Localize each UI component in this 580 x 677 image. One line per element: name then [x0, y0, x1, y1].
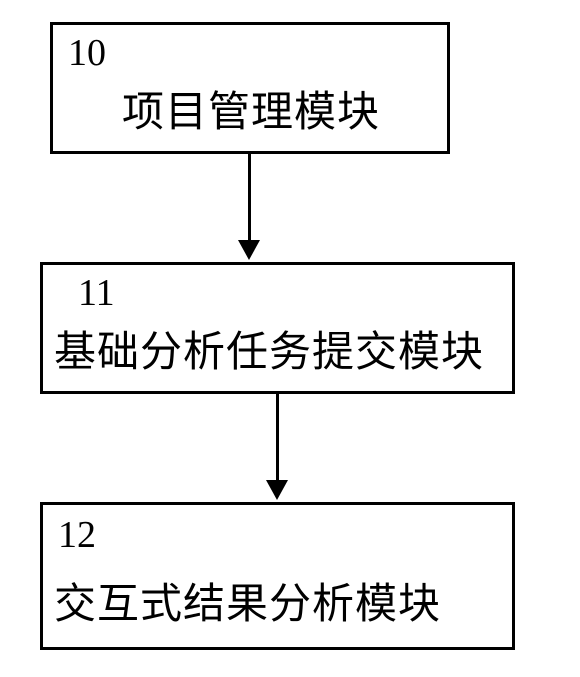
flowchart-canvas: 10 项目管理模块 11 基础分析任务提交模块 12 交互式结果分析模块	[0, 0, 580, 677]
edge-11-12-head	[266, 480, 288, 500]
node-12-label: 交互式结果分析模块	[54, 584, 441, 626]
node-10-label: 项目管理模块	[122, 92, 380, 134]
node-10-number: 10	[68, 34, 106, 72]
node-12-number: 12	[58, 516, 96, 554]
node-11-number: 11	[78, 274, 115, 312]
edge-10-11-line	[248, 154, 251, 240]
edge-10-11-head	[238, 240, 260, 260]
edge-11-12-line	[276, 394, 279, 480]
node-11-label: 基础分析任务提交模块	[54, 332, 484, 374]
